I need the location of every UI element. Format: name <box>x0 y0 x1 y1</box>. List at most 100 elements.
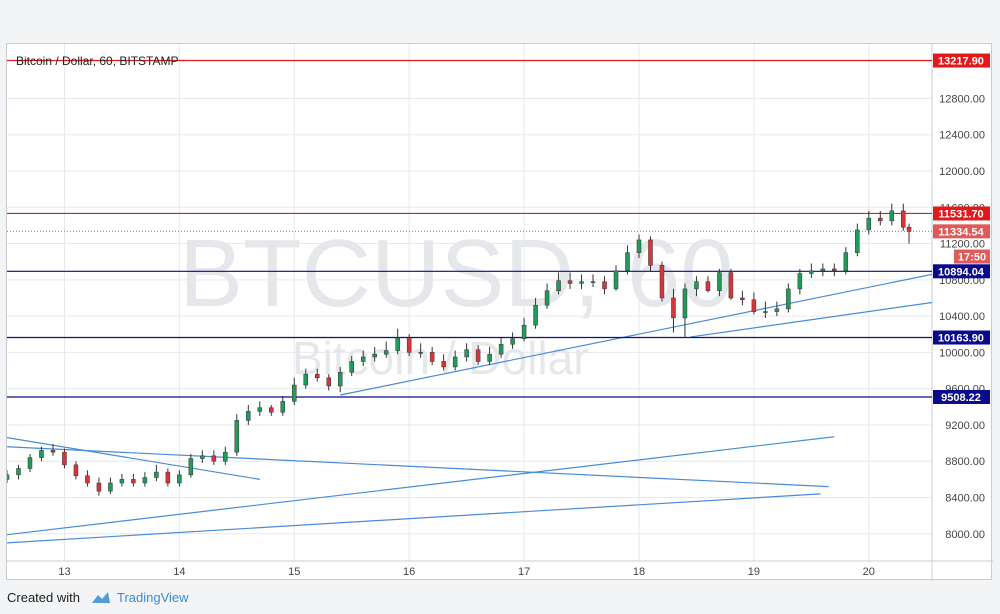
x-tick-label: 16 <box>403 566 415 578</box>
candle-body <box>429 352 435 362</box>
y-tick-label: 8000.00 <box>945 529 985 541</box>
candle-body <box>314 373 320 379</box>
candle-body <box>648 239 653 266</box>
candle-body <box>705 281 711 291</box>
level-tag-label: 13217.90 <box>938 56 984 68</box>
candle-body <box>452 356 458 368</box>
candle-body <box>188 458 194 476</box>
horizontal-levels <box>7 59 932 398</box>
candle-body <box>96 482 102 492</box>
chart-title: Bitcoin / Dollar, 60, BITSTAMP <box>16 54 179 68</box>
candle-body <box>154 471 159 478</box>
candle-body <box>441 361 446 368</box>
watermark-symbol: BTCUSD, 60 <box>179 220 734 327</box>
candle-body <box>671 297 676 319</box>
candle-body <box>567 280 573 284</box>
candle-body <box>740 297 745 301</box>
candle-body <box>246 411 251 421</box>
candle-body <box>50 450 56 453</box>
y-tick-label: 12000.00 <box>939 166 985 178</box>
y-tick-label: 8400.00 <box>945 493 985 505</box>
candle-body <box>16 468 21 476</box>
candle-body <box>280 401 286 413</box>
candle-body <box>372 353 377 358</box>
x-tick-label: 13 <box>58 566 70 578</box>
x-tick-label: 20 <box>863 566 875 578</box>
candle-body <box>613 270 619 290</box>
candle-body <box>464 349 469 358</box>
candle-body <box>142 477 148 484</box>
candle-body <box>682 288 688 319</box>
candle-body <box>602 281 607 290</box>
candle-body <box>62 451 67 466</box>
candle-body <box>751 299 757 312</box>
chart-frame: BTCUSD, 60 Bitcoin / Dollar 8000.00 8400.0… <box>6 43 993 581</box>
y-tick-label: 8800.00 <box>945 456 985 468</box>
candle-body <box>418 352 423 354</box>
candle-body <box>108 482 113 492</box>
candle-body <box>27 457 33 469</box>
current-price-label: 11334.54 <box>938 226 984 238</box>
level-tag-label: 10894.04 <box>938 266 985 278</box>
countdown-label: 17:50 <box>958 252 986 264</box>
candle-body <box>590 281 596 283</box>
x-tick-label: 17 <box>518 566 530 578</box>
candle-body <box>659 265 665 299</box>
candle-body <box>797 273 803 290</box>
trendline <box>340 273 933 396</box>
candle-body <box>211 455 217 462</box>
trendline <box>7 436 835 536</box>
level-tag <box>933 389 990 404</box>
tradingview-cloud-icon <box>92 592 110 603</box>
candle-body <box>73 464 79 476</box>
tradingview-link[interactable]: TradingView <box>117 590 189 605</box>
candle-body <box>717 272 722 291</box>
grid <box>7 44 993 581</box>
current-price-tag <box>933 224 990 239</box>
candle-body <box>119 479 125 484</box>
y-tick-label: 10000.00 <box>939 347 985 359</box>
candle-body <box>487 353 492 362</box>
candle-body <box>556 280 561 291</box>
candle-body <box>878 217 883 222</box>
candle-body <box>223 451 228 462</box>
level-tag-label: 10163.90 <box>938 333 984 345</box>
candle-body <box>165 471 171 484</box>
level-tag <box>933 264 990 279</box>
price-axis: 8000.008400.008800.009200.009600.0010000… <box>939 93 985 540</box>
trendline <box>7 493 821 544</box>
watermark-name: Bitcoin / Dollar <box>292 332 589 384</box>
level-tag <box>933 206 990 221</box>
candle-body <box>337 372 343 387</box>
candle-body <box>269 407 274 413</box>
top-toolbar <box>0 0 1000 40</box>
candle-body <box>544 290 550 306</box>
candle-body <box>579 281 584 284</box>
candle-body <box>820 268 826 272</box>
candle-body <box>832 268 837 272</box>
candle-body <box>131 479 136 484</box>
level-tag <box>933 53 990 68</box>
level-tag-label: 9508.22 <box>941 392 981 404</box>
candle-body <box>360 356 366 362</box>
footer: Created with TradingView <box>0 582 1000 614</box>
candle-body <box>843 252 849 272</box>
candle-body <box>326 377 331 387</box>
candle-body <box>475 349 481 362</box>
candle-body <box>510 338 515 345</box>
x-tick-label: 15 <box>288 566 300 578</box>
y-tick-label: 11200.00 <box>940 239 985 251</box>
candle-body <box>889 210 895 222</box>
candle-body <box>177 474 182 484</box>
level-tag <box>933 330 990 345</box>
candle-body <box>498 343 504 355</box>
candle-body <box>866 217 872 231</box>
candle-body <box>533 304 538 326</box>
created-with-text: Created with <box>7 590 80 605</box>
trendline <box>7 437 260 480</box>
candle-body <box>763 311 768 313</box>
y-tick-label: 10400.00 <box>939 311 985 323</box>
candle-body <box>349 361 354 373</box>
price-tags: 13217.90 11531.70 10894.04 10163.90 9508.22 1… <box>933 53 990 404</box>
